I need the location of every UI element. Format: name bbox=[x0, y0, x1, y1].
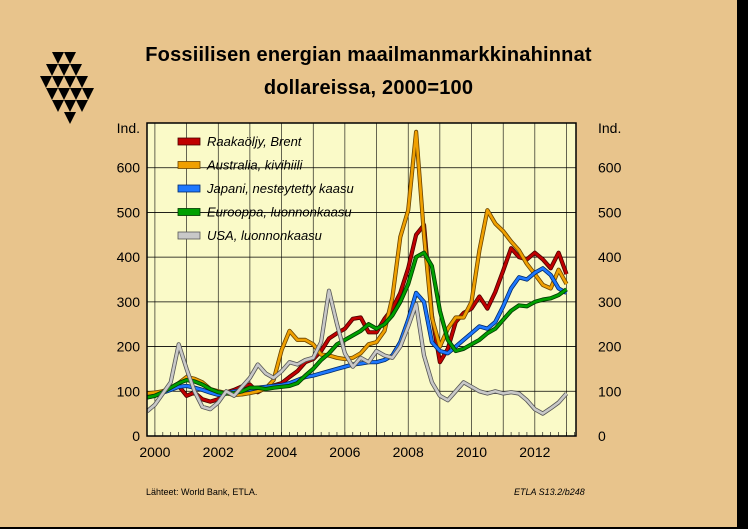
y-tick-label-right: 200 bbox=[598, 339, 622, 355]
legend-swatch-2 bbox=[177, 184, 201, 193]
logo-triangle-11 bbox=[70, 88, 82, 100]
logo-triangles-icon bbox=[40, 52, 94, 124]
logo-triangle-4 bbox=[70, 64, 82, 76]
series-line-0 bbox=[147, 223, 568, 403]
legend-label-4: USA, luonnonkaasu bbox=[207, 228, 322, 243]
y-tick-label-right: 400 bbox=[598, 249, 622, 265]
y-tick-label-right: 100 bbox=[598, 383, 622, 399]
y-tick-label-right: 600 bbox=[598, 160, 622, 176]
series-line-4 bbox=[147, 289, 568, 415]
logo-triangle-14 bbox=[64, 100, 76, 112]
logo-triangle-13 bbox=[52, 100, 64, 112]
legend-label-3: Eurooppa, luonnonkaasu bbox=[207, 205, 352, 220]
y-tick-label-right: 300 bbox=[598, 294, 622, 310]
x-tick-label: 2008 bbox=[393, 444, 424, 460]
y-tick-label-left: 500 bbox=[117, 204, 141, 220]
y-axis-label-right: Ind. bbox=[598, 120, 621, 136]
legend-swatch-1 bbox=[177, 161, 201, 169]
logo-triangle-15 bbox=[76, 100, 88, 112]
legend-label-1: Australia, kivihiili bbox=[206, 158, 303, 173]
logo-triangle-9 bbox=[46, 88, 58, 100]
logo-triangle-12 bbox=[82, 88, 94, 100]
x-tick-label: 2004 bbox=[266, 444, 297, 460]
logo-triangle-16 bbox=[64, 112, 76, 124]
source-note: Lähteet: World Bank, ETLA. bbox=[146, 487, 258, 497]
y-tick-label-left: 300 bbox=[117, 294, 141, 310]
chart-title-line-2: dollareissa, 2000=100 bbox=[263, 77, 474, 99]
y-axis-label-left: Ind. bbox=[117, 120, 140, 136]
legend-label-2: Japani, nesteytetty kaasu bbox=[206, 181, 354, 196]
y-tick-label-left: 0 bbox=[132, 428, 140, 444]
x-tick-label: 2000 bbox=[139, 444, 170, 460]
series-group bbox=[147, 129, 569, 416]
legend-label-0: Raakaöljy, Brent bbox=[207, 134, 303, 149]
figure-code: ETLA S13.2/b248 bbox=[514, 487, 585, 497]
y-tick-label-left: 100 bbox=[117, 383, 141, 399]
logo-triangle-6 bbox=[52, 76, 64, 88]
plot-border bbox=[146, 122, 577, 437]
series-line-3 bbox=[147, 251, 568, 399]
logo-triangle-0 bbox=[52, 52, 64, 64]
chart-title-line-1: Fossiilisen energian maailmanmarkkinahin… bbox=[145, 44, 592, 66]
logo-triangle-1 bbox=[64, 52, 76, 64]
x-tick-label: 2012 bbox=[519, 444, 550, 460]
legend-swatch-0 bbox=[177, 137, 201, 146]
y-tick-label-right: 500 bbox=[598, 204, 622, 220]
logo-triangle-8 bbox=[76, 76, 88, 88]
x-tick-label: 2006 bbox=[329, 444, 360, 460]
line-chart: 0 0 100 100 200 200 300 300 400 400 500 500 600 600 In… bbox=[117, 120, 622, 460]
y-tick-label-left: 600 bbox=[117, 160, 141, 176]
logo-triangle-10 bbox=[58, 88, 70, 100]
y-tick-label-left: 400 bbox=[117, 249, 141, 265]
legend-swatch-3 bbox=[177, 208, 201, 216]
logo-triangle-3 bbox=[46, 64, 58, 76]
x-tick-label: 2010 bbox=[456, 444, 487, 460]
legend-swatch-4 bbox=[177, 231, 201, 240]
y-tick-label-right: 0 bbox=[598, 428, 606, 444]
y-tick-label-left: 200 bbox=[117, 339, 141, 355]
x-tick-label: 2002 bbox=[203, 444, 234, 460]
logo-triangle-2 bbox=[58, 64, 70, 76]
legend: Raakaöljy, Brent Australia, kivihiili Japa… bbox=[177, 134, 354, 243]
logo-triangle-7 bbox=[64, 76, 76, 88]
logo-triangle-5 bbox=[40, 76, 52, 88]
